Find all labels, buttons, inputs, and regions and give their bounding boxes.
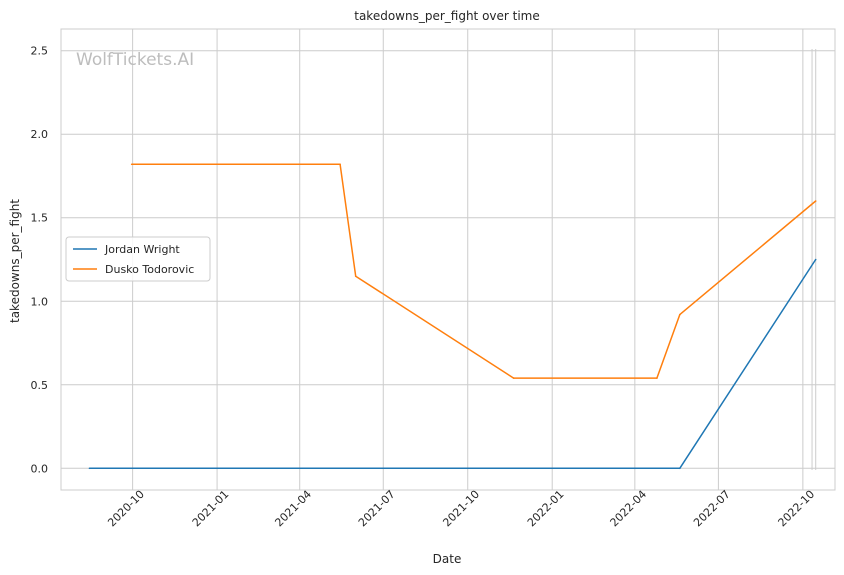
x-tick-label: 2022-04 [608, 488, 650, 530]
legend-label-jordan-wright: Jordan Wright [104, 243, 180, 256]
data-point-jordan-wright [814, 258, 817, 261]
y-tick-label: 2.0 [31, 128, 49, 141]
plot-frame [60, 28, 836, 491]
series-line-jordan-wright [89, 259, 817, 470]
series-line-dusko-todorovic [131, 163, 817, 379]
x-tick-label: 2021-07 [356, 488, 398, 530]
legend-label-dusko-todorovic: Dusko Todorovic [105, 263, 194, 276]
watermark-text: WolfTickets.AI [76, 50, 194, 70]
x-tick-label: 2022-07 [691, 488, 733, 530]
data-point-dusko-todorovic [354, 275, 357, 278]
x-tick-labels: 2020-10 2021-01 2021-04 2021-07 2021-10 2022-… [105, 488, 817, 530]
x-tick-label: 2021-04 [272, 488, 314, 530]
chart-title: takedowns_per_fight over time [354, 9, 540, 23]
data-point-jordan-wright [679, 467, 681, 470]
data-point-jordan-wright [88, 467, 91, 470]
x-gridlines [132, 29, 804, 490]
x-tick-label: 2021-01 [190, 488, 232, 530]
y-gridlines [61, 50, 835, 469]
x-axis-label: Date [433, 552, 462, 566]
data-point-dusko-todorovic [512, 377, 515, 379]
y-tick-label: 2.5 [31, 45, 49, 58]
y-tick-label: 0.5 [31, 379, 49, 392]
y-tick-label: 1.5 [31, 212, 49, 225]
x-tick-label: 2022-10 [776, 488, 818, 530]
y-tick-label: 0.0 [31, 462, 49, 475]
x-tick-label: 2021-10 [440, 488, 482, 530]
y-axis-label: takedowns_per_fight [8, 199, 22, 323]
data-point-dusko-todorovic [339, 163, 341, 166]
series-lines [88, 163, 817, 470]
data-point-dusko-todorovic [814, 200, 817, 202]
x-tick-label: 2022-01 [525, 488, 567, 530]
data-point-dusko-todorovic [656, 377, 658, 379]
y-tick-labels: 0.0 0.5 1.0 1.5 2.0 2.5 [31, 45, 49, 476]
legend: Jordan Wright Dusko Todorovic [65, 236, 211, 282]
data-point-dusko-todorovic [130, 163, 133, 166]
legend-box [65, 236, 211, 282]
y-tick-label: 1.0 [31, 295, 49, 308]
x-tick-label: 2020-10 [105, 488, 147, 530]
data-point-dusko-todorovic [679, 313, 681, 316]
